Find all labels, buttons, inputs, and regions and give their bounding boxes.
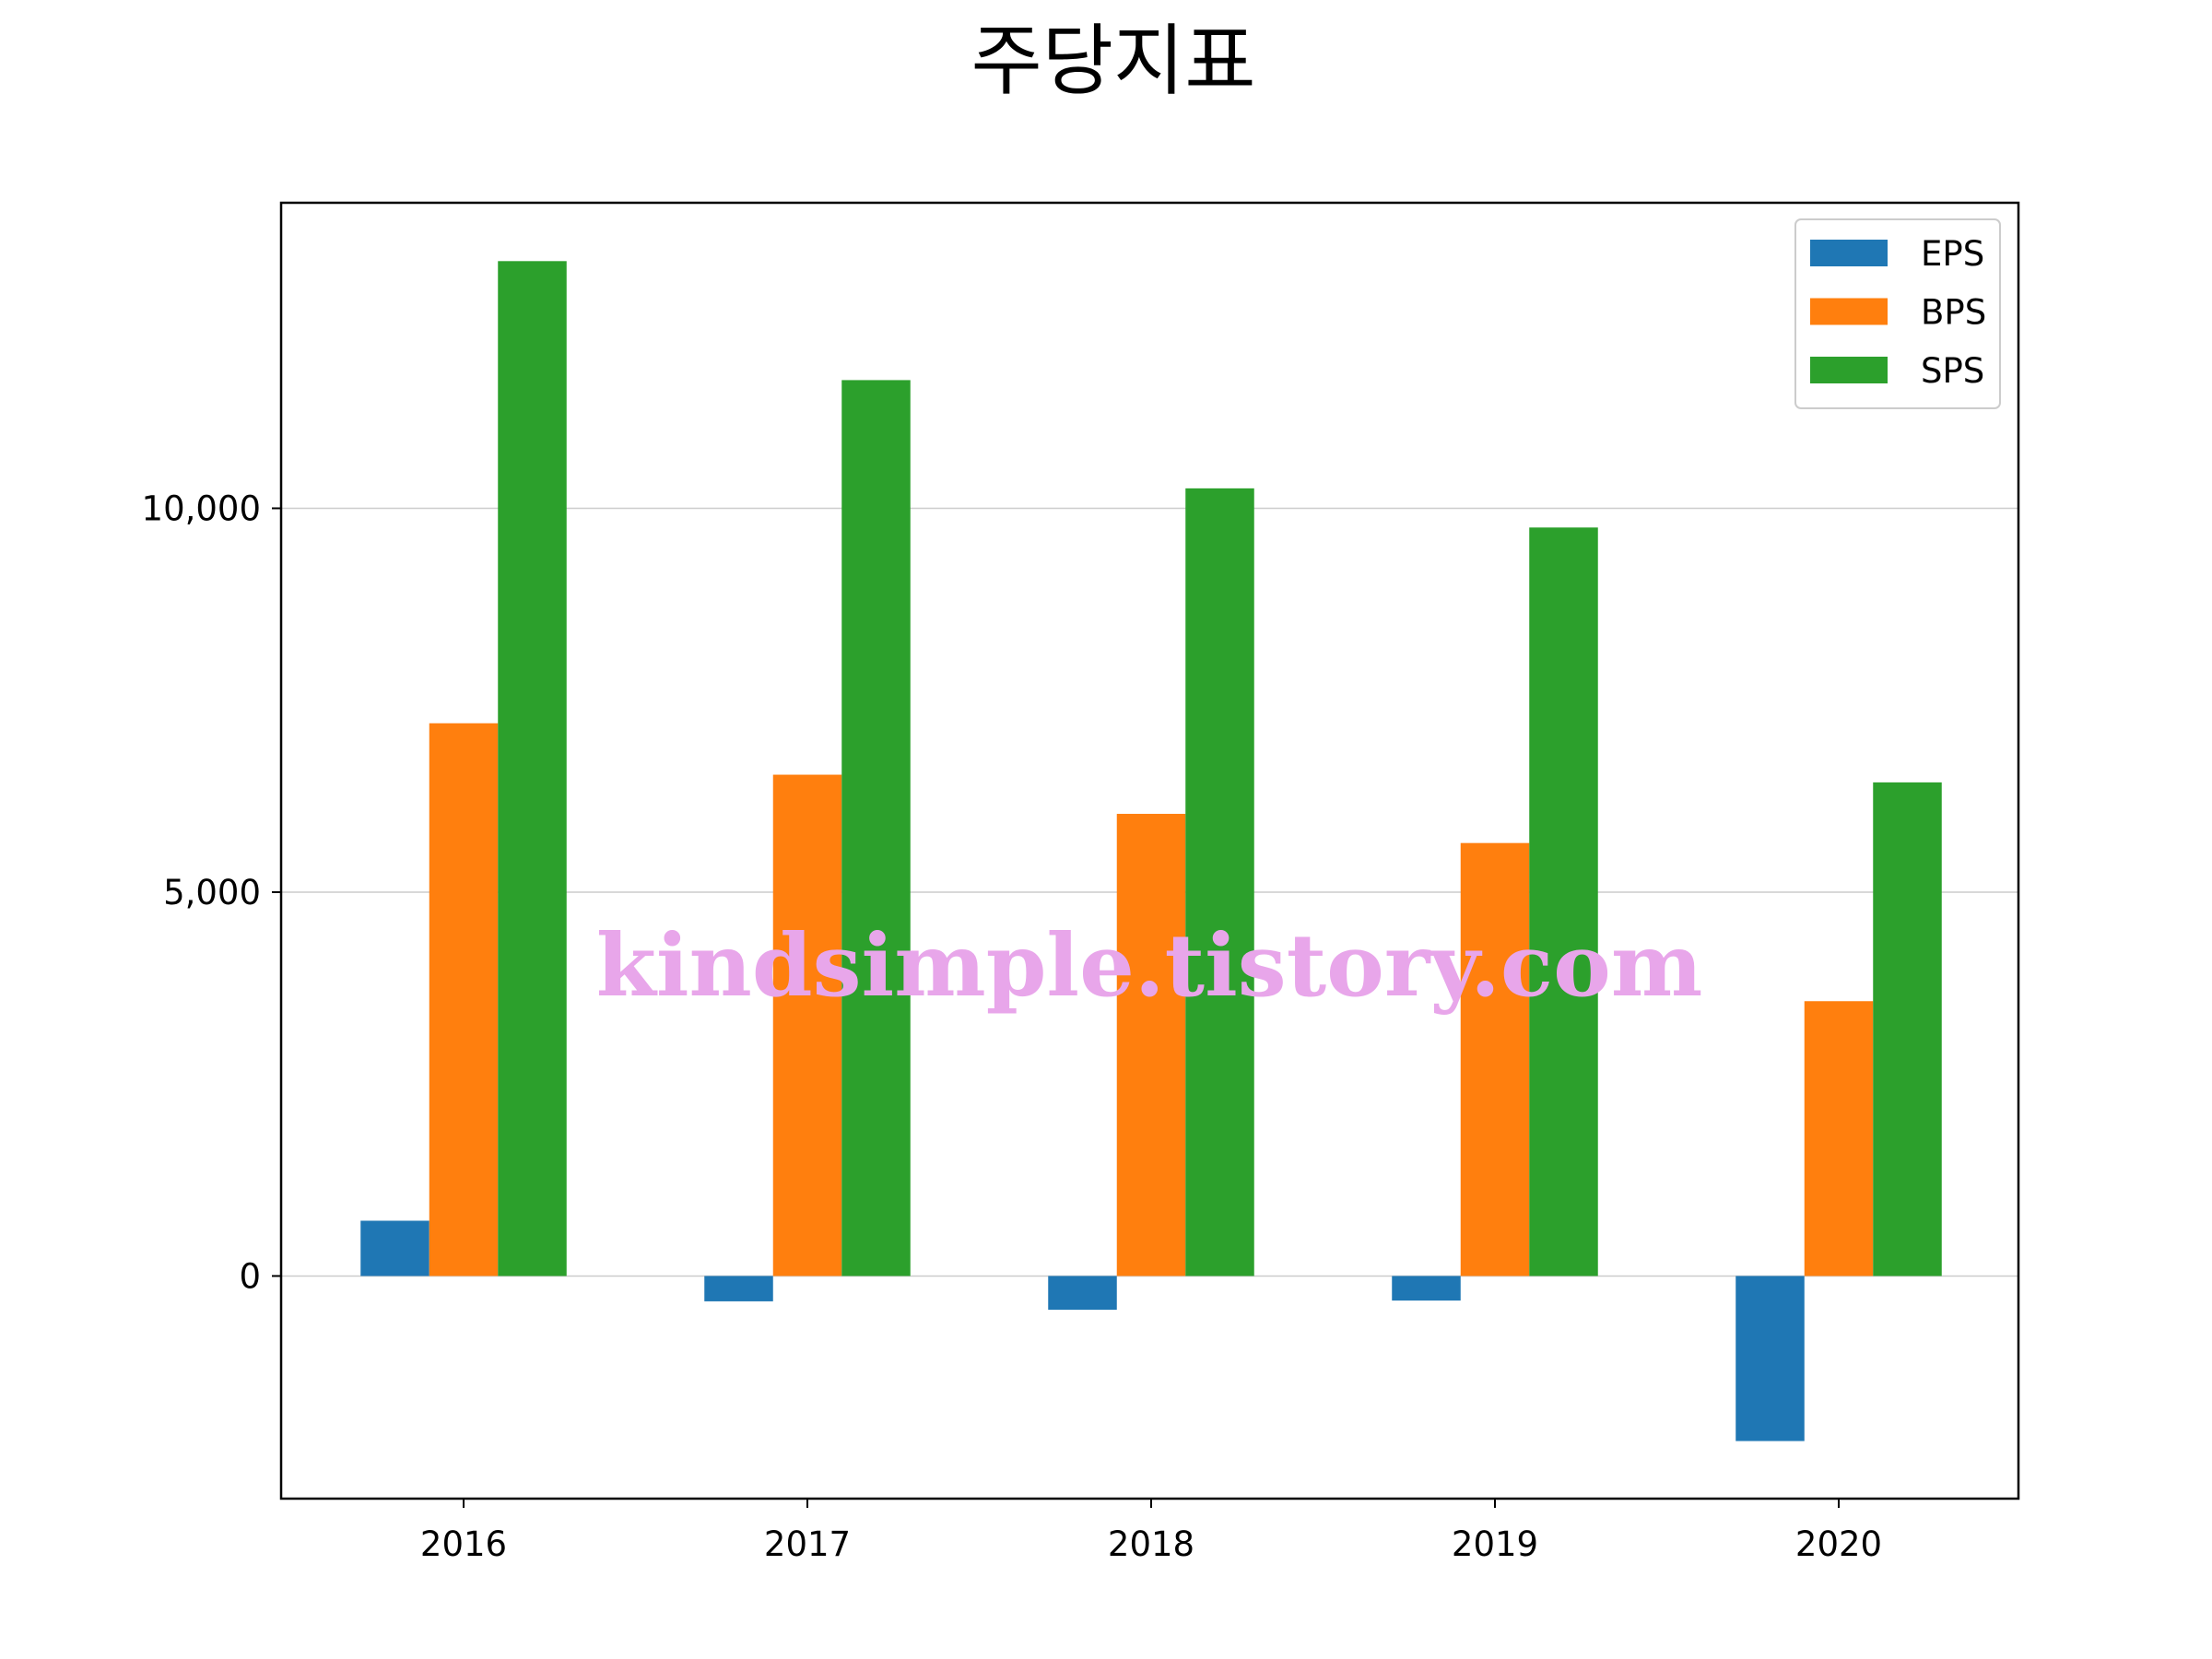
x-tick-label: 2017	[764, 1524, 851, 1564]
bars	[360, 261, 1942, 1441]
bar-bps-2019	[1460, 842, 1530, 1277]
bar-eps-2019	[1392, 1276, 1461, 1301]
x-tick-label: 2019	[1452, 1524, 1538, 1564]
bar-sps-2020	[1873, 782, 1942, 1277]
legend-label-sps: SPS	[1921, 351, 1984, 391]
chart-title: 주당지표	[971, 16, 1255, 106]
x-tick-label: 2016	[420, 1524, 507, 1564]
bar-eps-2016	[360, 1220, 429, 1277]
bar-eps-2018	[1048, 1276, 1117, 1311]
plot-frame	[279, 201, 2020, 1500]
bar-sps-2016	[498, 261, 567, 1277]
bar-bps-2017	[772, 774, 842, 1277]
y-tick-label: 0	[239, 1256, 261, 1296]
bar-bps-2016	[429, 723, 499, 1277]
legend: EPS BPS SPS	[1794, 218, 2001, 409]
bar-bps-2020	[1804, 1001, 1874, 1277]
x-tick-label: 2018	[1108, 1524, 1194, 1564]
y-tick-label: 10,000	[142, 489, 261, 529]
bar-sps-2018	[1185, 488, 1254, 1277]
bar-eps-2017	[704, 1276, 773, 1301]
y-tick-label: 5,000	[163, 873, 261, 912]
bar-sps-2017	[841, 380, 911, 1277]
watermark-text: kindsimple.tistory.com	[596, 915, 1703, 1017]
bar-bps-2018	[1116, 814, 1186, 1277]
legend-label-eps: EPS	[1921, 234, 1984, 274]
x-tick-label: 2020	[1795, 1524, 1882, 1564]
legend-swatch-bps	[1810, 298, 1888, 325]
bar-eps-2020	[1735, 1276, 1805, 1441]
bar-sps-2019	[1529, 527, 1598, 1277]
axes: 0 5,000 10,000 2016 2017 2018 2019 2020	[142, 201, 2020, 1564]
legend-label-bps: BPS	[1921, 293, 1986, 333]
legend-swatch-sps	[1810, 357, 1888, 383]
legend-swatch-eps	[1810, 240, 1888, 266]
